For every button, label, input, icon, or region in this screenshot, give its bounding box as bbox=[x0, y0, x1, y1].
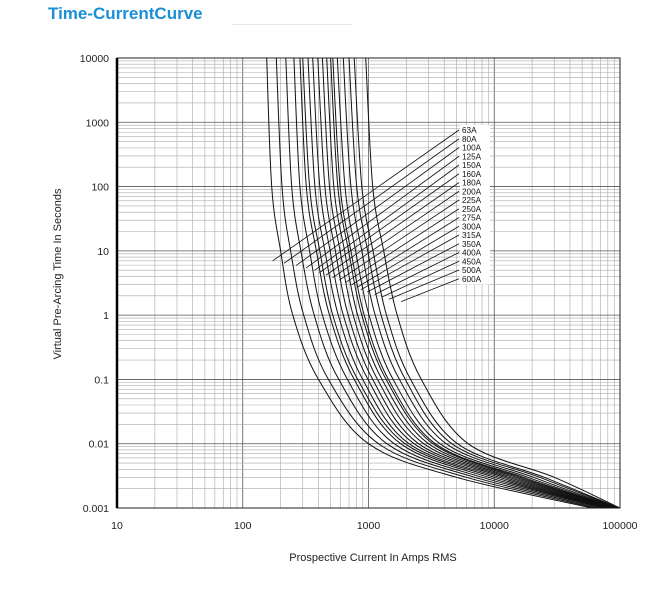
curve-80a bbox=[275, 57, 597, 509]
callout-line-300a bbox=[356, 225, 460, 288]
chart-axes: 10 100 1000 10000 100000 0.001 0.01 0.1 1 10 100 10… bbox=[80, 53, 638, 532]
curve-600a bbox=[365, 57, 621, 509]
curve-350a bbox=[336, 57, 617, 509]
series-label-275a: 275A bbox=[462, 214, 482, 223]
y-tick-label: 10 bbox=[97, 246, 109, 258]
series-label-600a: 600A bbox=[462, 275, 482, 284]
curve-125a bbox=[293, 57, 605, 509]
series-label-500a: 500A bbox=[462, 266, 482, 275]
callout-line-150a bbox=[314, 164, 460, 271]
callout-line-600a bbox=[401, 278, 460, 303]
y-tick-label: 1000 bbox=[86, 117, 110, 129]
curve-225a bbox=[317, 57, 612, 509]
series-label-125a: 125A bbox=[462, 152, 482, 161]
x-tick-label: 1000 bbox=[357, 520, 381, 532]
callout-box bbox=[460, 125, 490, 285]
series-label-315a: 315A bbox=[462, 231, 482, 240]
curve-500a bbox=[353, 57, 620, 509]
curve-250a bbox=[321, 57, 614, 509]
callout-line-80a bbox=[283, 138, 460, 264]
y-tick-label: 0.01 bbox=[89, 439, 110, 451]
series-label-150a: 150A bbox=[462, 161, 482, 170]
series-label-450a: 450A bbox=[462, 257, 482, 266]
curve-400a bbox=[342, 57, 618, 509]
curve-315a bbox=[332, 57, 617, 509]
x-axis-label: Prospective Current In Amps RMS bbox=[289, 552, 457, 564]
callout-line-160a bbox=[319, 173, 460, 274]
series-label-63a: 63A bbox=[462, 126, 477, 135]
series-label-180a: 180A bbox=[462, 179, 482, 188]
curve-180a bbox=[307, 57, 610, 509]
series-label-250a: 250A bbox=[462, 205, 482, 214]
curve-200a bbox=[312, 57, 611, 509]
callout-line-125a bbox=[305, 155, 460, 269]
series-label-80a: 80A bbox=[462, 135, 477, 144]
curve-450a bbox=[348, 57, 619, 509]
callout-line-63a bbox=[272, 129, 460, 262]
callout-line-200a bbox=[332, 190, 460, 278]
curve-160a bbox=[302, 57, 608, 509]
callout-line-180a bbox=[325, 182, 460, 276]
callout-line-400a bbox=[374, 252, 460, 295]
x-tick-label: 100000 bbox=[602, 520, 637, 532]
x-tick-label: 10000 bbox=[480, 520, 509, 532]
curve-275a bbox=[326, 57, 615, 509]
callout-line-450a bbox=[382, 260, 460, 298]
series-label-350a: 350A bbox=[462, 240, 482, 249]
page-title: Time-CurrentCurve bbox=[48, 4, 203, 23]
curve-100a bbox=[285, 57, 601, 509]
y-tick-label: 100 bbox=[91, 182, 109, 194]
curve-300a bbox=[330, 57, 616, 509]
title-divider bbox=[232, 24, 352, 25]
callout-line-500a bbox=[388, 269, 460, 300]
series-label-100a: 100A bbox=[462, 144, 482, 153]
series-label-200a: 200A bbox=[462, 187, 482, 196]
y-tick-label: 0.1 bbox=[94, 374, 109, 386]
callout-line-100a bbox=[295, 147, 460, 266]
chart-curves bbox=[266, 57, 621, 509]
curve-63a bbox=[266, 57, 593, 509]
series-label-160a: 160A bbox=[462, 170, 482, 179]
curve-150a bbox=[299, 57, 607, 509]
chart-callouts: 63A80A100A125A150A160A180A200A225A250A27… bbox=[272, 125, 490, 303]
y-axis-label: Virtual Pre-Arcing Time In Seconds bbox=[52, 188, 64, 360]
y-tick-label: 10000 bbox=[80, 53, 109, 65]
callout-line-225a bbox=[339, 199, 460, 281]
callout-line-350a bbox=[366, 243, 460, 293]
callout-line-315a bbox=[360, 234, 460, 291]
x-tick-label: 10 bbox=[111, 520, 123, 532]
callout-line-250a bbox=[345, 208, 460, 283]
y-tick-label: 1 bbox=[103, 310, 109, 322]
callout-line-275a bbox=[351, 217, 460, 286]
x-tick-label: 100 bbox=[234, 520, 252, 532]
series-label-400a: 400A bbox=[462, 249, 482, 258]
series-label-300a: 300A bbox=[462, 222, 482, 231]
series-label-225a: 225A bbox=[462, 196, 482, 205]
y-tick-label: 0.001 bbox=[83, 503, 109, 515]
